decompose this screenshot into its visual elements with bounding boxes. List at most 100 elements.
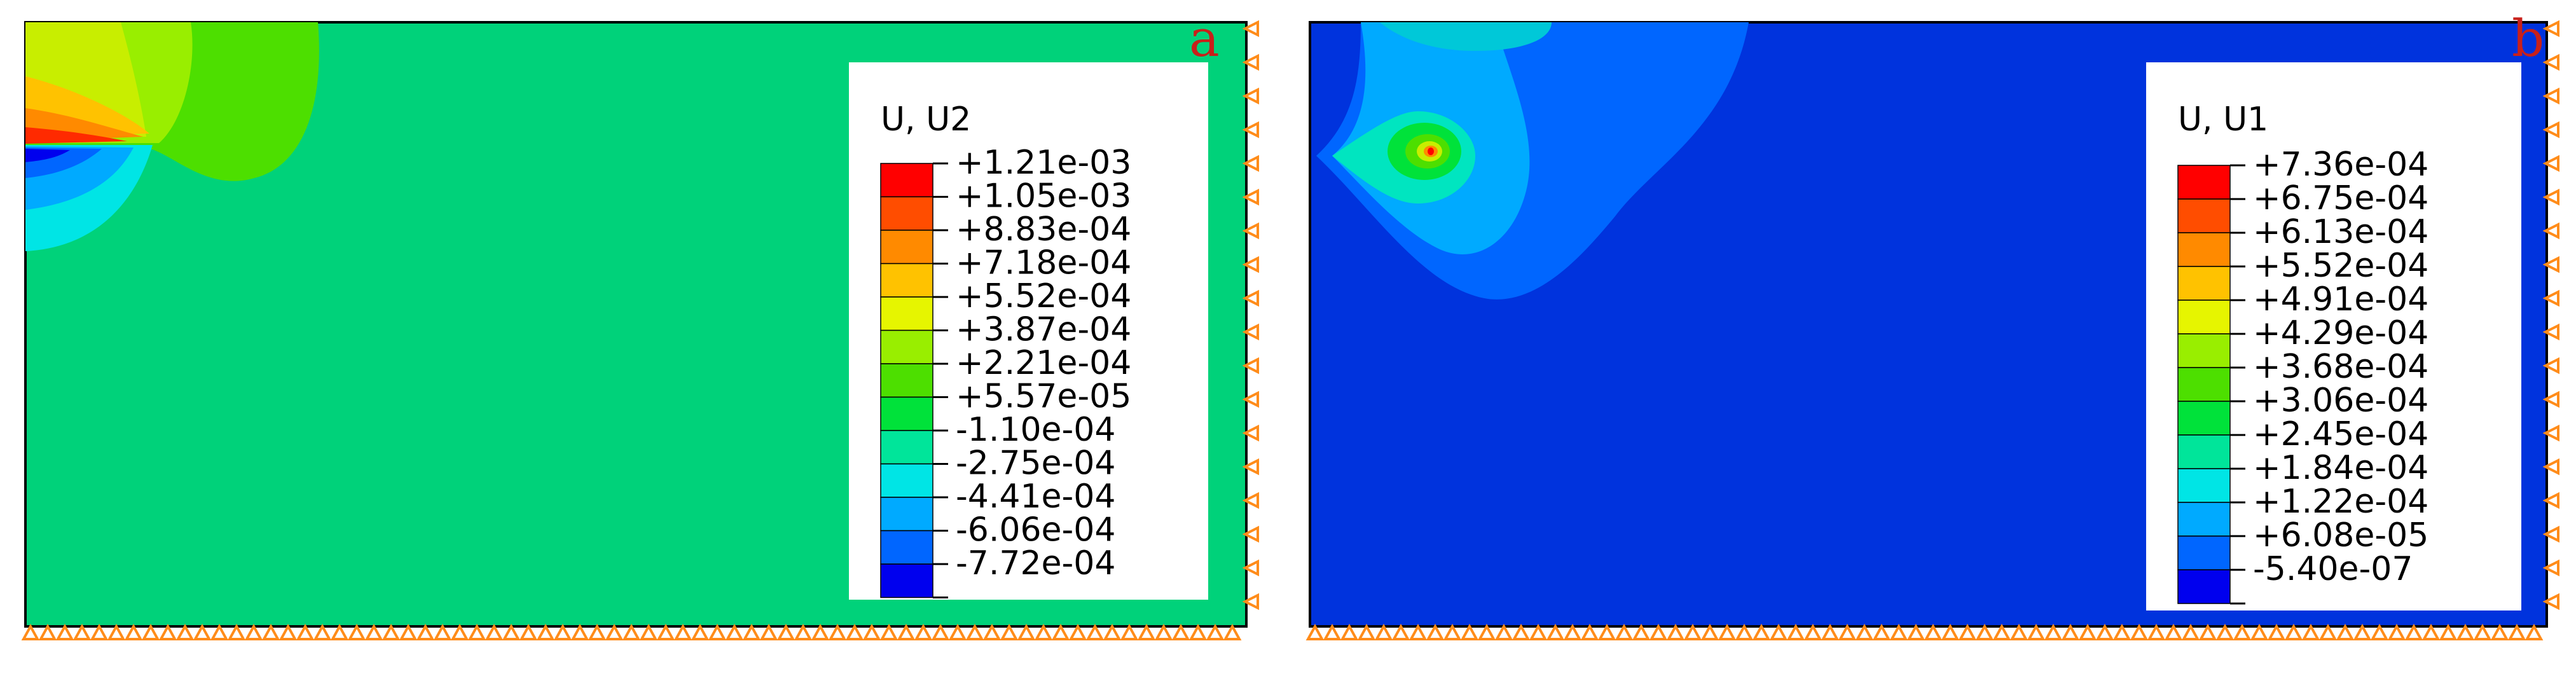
boundary-marker: [1975, 623, 1994, 640]
contour-region: [25, 149, 70, 162]
boundary-marker: [2181, 623, 2200, 640]
boundary-marker: [1580, 623, 1599, 640]
boundary-marker: [2147, 623, 2166, 640]
boundary-marker: [1000, 623, 1019, 640]
boundary-marker: [794, 623, 813, 640]
boundary-marker: [1718, 623, 1737, 640]
boundary-marker: [2250, 623, 2269, 640]
boundary-marker: [1803, 623, 1822, 640]
boundary-marker: [1242, 53, 1259, 71]
legend-swatch: [2177, 502, 2231, 537]
contour-plot-panel-b: U, U1 +7.36e-04 +6.75e-04 +6.13e-04 +5.52e-…: [1285, 0, 2576, 673]
boundary-marker: [2542, 87, 2559, 105]
boundary-marker: [450, 623, 469, 640]
legend-label: +7.36e-04: [2253, 146, 2428, 184]
boundary-marker: [467, 623, 486, 640]
boundary-marker: [1242, 424, 1259, 442]
legend-swatch: [2177, 266, 2231, 301]
legend-swatches: +1.21e-03+1.05e-03+8.83e-04+7.18e-04+5.5…: [880, 144, 1131, 598]
legend-label: +5.52e-04: [2253, 247, 2428, 285]
boundary-marker: [90, 623, 109, 640]
boundary-marker: [330, 623, 349, 640]
panel-letter: b: [2512, 9, 2544, 68]
boundary-marker: [502, 623, 521, 640]
boundary-marker: [1242, 87, 1259, 105]
boundary-marker: [1068, 623, 1087, 640]
legend-swatch: [880, 196, 933, 231]
boundary-markers: [1305, 20, 2559, 640]
boundary-marker: [1206, 623, 1225, 640]
boundary-marker: [1242, 357, 1259, 375]
boundary-marker: [914, 623, 933, 640]
boundary-marker: [588, 623, 607, 640]
legend-label: +2.45e-04: [2253, 415, 2428, 453]
legend-swatch: [2177, 367, 2231, 402]
boundary-marker: [485, 623, 504, 640]
boundary-marker: [124, 623, 143, 640]
boundary-marker: [2027, 623, 2046, 640]
legend-label: +6.08e-05: [2253, 516, 2428, 555]
boundary-marker: [879, 623, 899, 640]
boundary-marker: [605, 623, 624, 640]
boundary-marker: [193, 623, 212, 640]
boundary-marker: [296, 623, 315, 640]
boundary-marker: [1171, 623, 1190, 640]
boundary-marker: [1242, 390, 1259, 408]
boundary-marker: [2542, 424, 2559, 442]
boundary-marker: [1223, 623, 1242, 640]
legend-swatch: [880, 263, 933, 298]
legend-swatches: +7.36e-04+6.75e-04+6.13e-04+5.52e-04+4.9…: [2177, 146, 2428, 605]
boundary-marker: [2490, 623, 2509, 640]
boundary-marker: [2284, 623, 2303, 640]
boundary-marker: [2130, 623, 2149, 640]
boundary-marker: [1855, 623, 1874, 640]
boundary-marker: [2542, 492, 2559, 509]
boundary-marker: [2542, 525, 2559, 543]
legend-title: U, U1: [2178, 100, 2268, 139]
boundary-markers: [21, 20, 1259, 640]
boundary-marker: [2456, 623, 2475, 640]
legend-label: +1.21e-03: [956, 144, 1131, 182]
boundary-marker: [1391, 623, 1410, 640]
boundary-marker: [2215, 623, 2235, 640]
boundary-marker: [55, 623, 74, 640]
legend-label: -7.72e-04: [956, 544, 1115, 583]
boundary-marker: [227, 623, 246, 640]
boundary-marker: [845, 623, 864, 640]
panel-letter: a: [1189, 9, 1220, 68]
legend-swatch: [880, 296, 933, 331]
legend-label: +5.52e-04: [956, 277, 1131, 315]
legend-swatch: [880, 163, 933, 198]
legend-swatch: [2177, 535, 2231, 570]
legend-swatch: [2177, 165, 2231, 200]
boundary-marker: [776, 623, 796, 640]
boundary-marker: [1137, 623, 1156, 640]
boundary-marker: [2542, 289, 2559, 307]
boundary-marker: [210, 623, 229, 640]
boundary-marker: [2542, 53, 2559, 71]
boundary-marker: [2387, 623, 2406, 640]
boundary-marker: [2542, 458, 2559, 476]
boundary-marker: [1242, 323, 1259, 341]
boundary-marker: [2061, 623, 2080, 640]
boundary-marker: [1563, 623, 1582, 640]
legend-swatch: [2177, 401, 2231, 436]
legend-label: +1.05e-03: [956, 177, 1131, 216]
boundary-marker: [2301, 623, 2320, 640]
legend-label: -6.06e-04: [956, 511, 1115, 549]
legend-swatch: [880, 230, 933, 265]
boundary-marker: [1242, 289, 1259, 307]
boundary-marker: [399, 623, 418, 640]
boundary-marker: [1242, 559, 1259, 577]
boundary-marker: [2095, 623, 2114, 640]
boundary-marker: [347, 623, 366, 640]
legend-swatch: [880, 363, 933, 398]
legend-label: -4.41e-04: [956, 478, 1115, 516]
boundary-marker: [1242, 20, 1259, 38]
boundary-marker: [21, 623, 40, 640]
boundary-marker: [2542, 593, 2559, 610]
boundary-marker: [279, 623, 298, 640]
boundary-marker: [1242, 155, 1259, 172]
boundary-marker: [2370, 623, 2389, 640]
boundary-marker: [1443, 623, 1462, 640]
